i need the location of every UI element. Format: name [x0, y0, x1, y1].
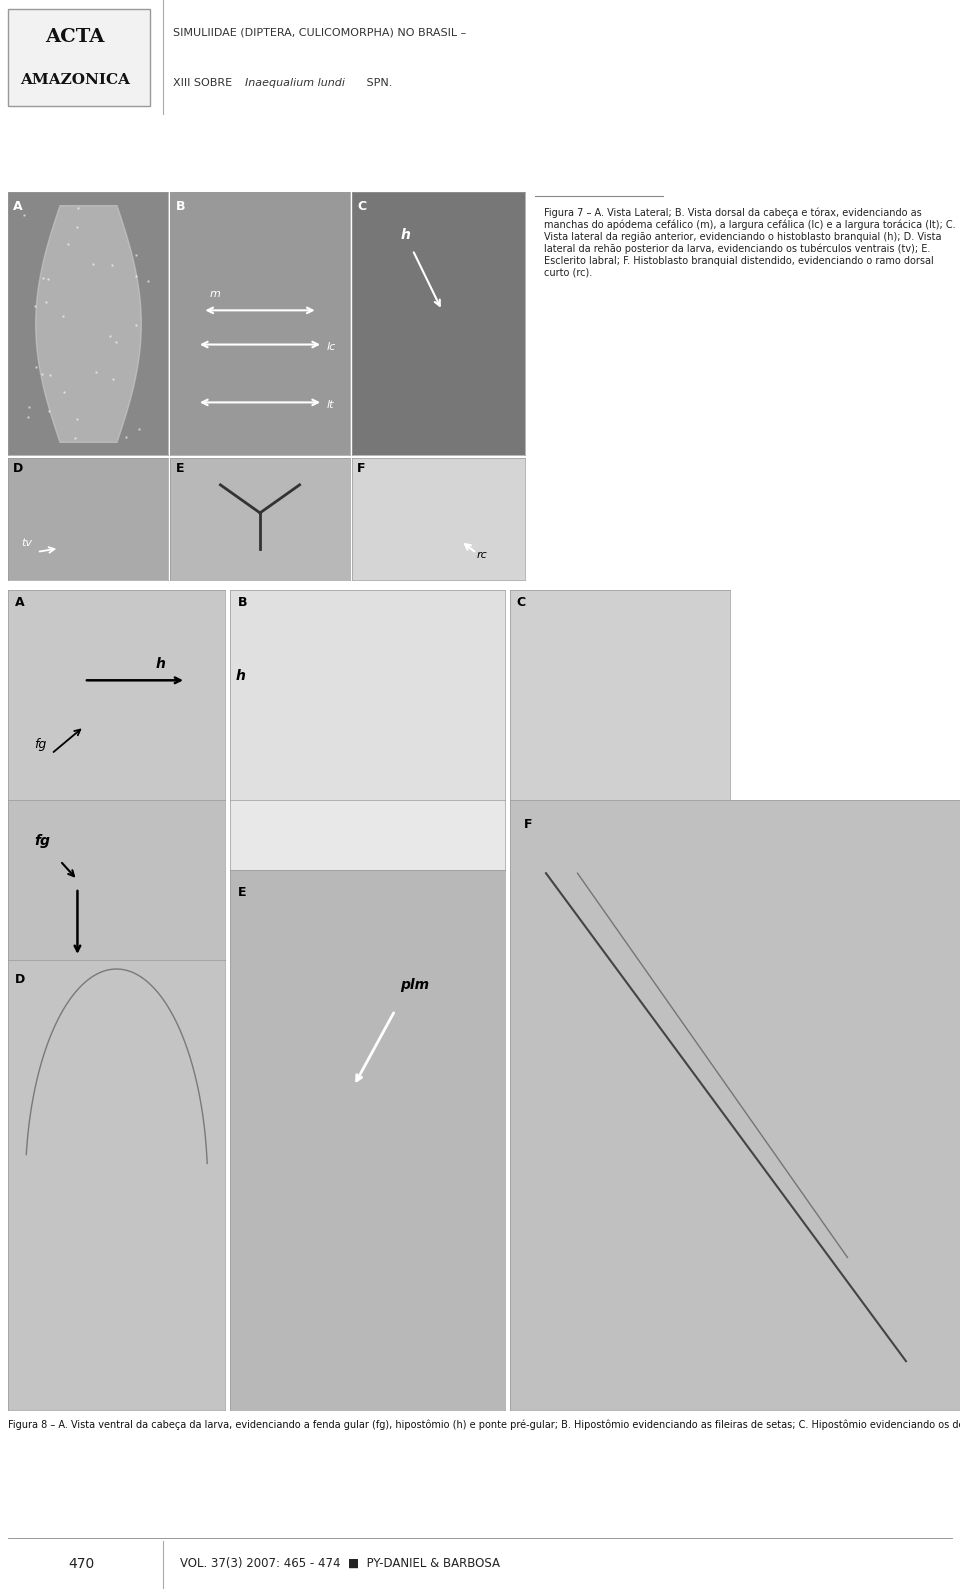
Text: B: B [238, 596, 248, 609]
Point [119, 424, 134, 450]
FancyBboxPatch shape [8, 10, 150, 105]
Text: D: D [14, 974, 25, 987]
Point [85, 252, 101, 277]
Text: XIII SOBRE: XIII SOBRE [173, 78, 235, 88]
Point [41, 398, 57, 424]
Point [129, 263, 144, 289]
Point [108, 330, 124, 355]
Point [28, 354, 43, 379]
Text: C: C [357, 199, 367, 214]
Text: fg: fg [34, 834, 50, 848]
Point [42, 363, 58, 389]
Text: F: F [523, 818, 532, 832]
Text: lt: lt [326, 400, 334, 410]
Text: ACTA: ACTA [45, 27, 105, 46]
Text: A: A [12, 199, 22, 214]
Text: Figura 7 – A. Vista Lateral; B. Vista dorsal da cabeça e tórax, evidenciando as : Figura 7 – A. Vista Lateral; B. Vista do… [543, 207, 955, 277]
Point [57, 379, 72, 405]
Point [20, 405, 36, 430]
Text: 470: 470 [68, 1557, 95, 1570]
Text: tv: tv [21, 537, 32, 548]
Text: C: C [516, 596, 526, 609]
Text: Inaequalium lundi: Inaequalium lundi [245, 78, 345, 88]
Point [70, 214, 85, 239]
Text: SPN.: SPN. [363, 78, 393, 88]
Text: lc: lc [326, 341, 336, 352]
Point [140, 268, 156, 293]
Point [131, 416, 146, 442]
Point [129, 242, 144, 268]
Point [38, 290, 54, 316]
Point [40, 266, 56, 292]
Point [105, 367, 120, 392]
Text: AMAZONICA: AMAZONICA [20, 73, 130, 88]
Point [104, 252, 119, 277]
Point [70, 194, 85, 220]
Text: h: h [235, 669, 246, 684]
Point [87, 360, 103, 386]
Text: SIMULIIDAE (DIPTERA, CULICOMORPHA) NO BRASIL –: SIMULIIDAE (DIPTERA, CULICOMORPHA) NO BR… [173, 27, 466, 37]
Text: E: E [238, 886, 247, 899]
Text: fg: fg [34, 738, 46, 751]
Point [129, 312, 144, 338]
Point [36, 265, 51, 290]
Point [60, 231, 76, 257]
Text: rc: rc [476, 550, 488, 559]
Point [102, 324, 117, 349]
Text: D: D [12, 462, 23, 475]
Point [70, 406, 85, 432]
Point [21, 394, 36, 419]
Text: F: F [357, 462, 366, 475]
Text: m: m [209, 289, 221, 300]
Text: h: h [156, 657, 165, 671]
Text: B: B [176, 199, 185, 214]
Point [16, 202, 32, 228]
Point [67, 424, 83, 450]
Text: h: h [400, 228, 410, 242]
Text: plm: plm [400, 977, 430, 991]
Point [35, 360, 50, 386]
Text: VOL. 37(3) 2007: 465 - 474  ■  PY-DANIEL & BARBOSA: VOL. 37(3) 2007: 465 - 474 ■ PY-DANIEL &… [180, 1557, 500, 1570]
Point [55, 303, 70, 328]
Point [27, 293, 42, 319]
Text: Figura 8 – A. Vista ventral da cabeça da larva, evidenciando a fenda gular (fg),: Figura 8 – A. Vista ventral da cabeça da… [8, 1417, 960, 1430]
Text: A: A [14, 596, 24, 609]
Text: E: E [176, 462, 184, 475]
